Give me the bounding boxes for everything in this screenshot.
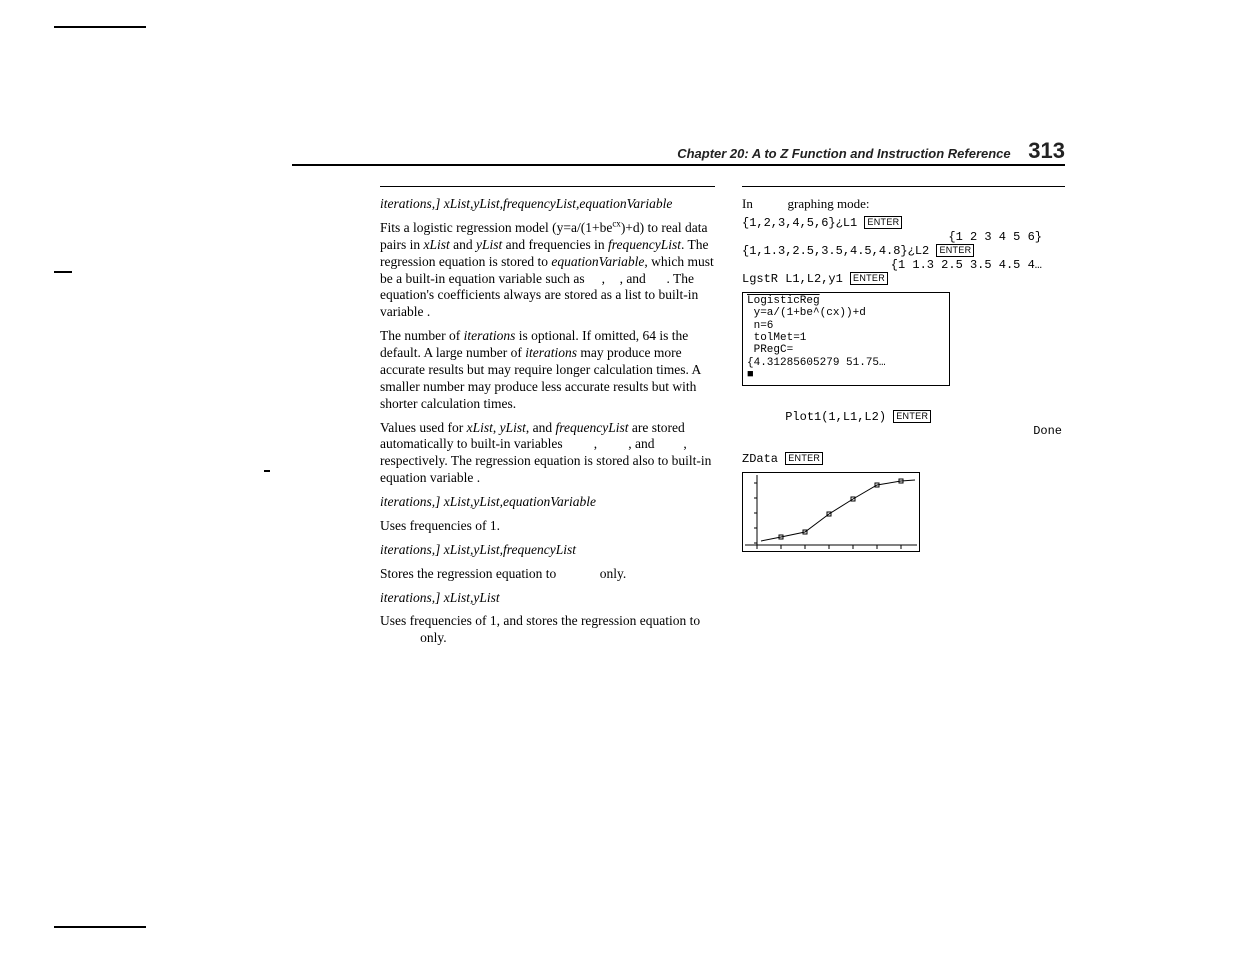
p2-iter1: iterations	[464, 328, 516, 343]
header-rule	[292, 164, 1065, 166]
margin-tick-left	[54, 271, 72, 273]
page-number: 313	[1028, 138, 1065, 163]
plot-svg	[743, 473, 919, 551]
paragraph-6: Uses frequencies of 1, and stores the re…	[380, 613, 720, 647]
ex-zdata-line: ZData ENTER	[742, 452, 1072, 466]
syntax-line-1: iterations,] xList,yList,frequencyList,e…	[380, 196, 720, 213]
p1-flist: frequencyList	[608, 237, 681, 252]
p1-ylist: yList	[476, 237, 502, 252]
plot-cmd: Plot1(1,L1,L2)	[785, 410, 893, 424]
crop-mark-top	[54, 26, 146, 28]
syntax-line-2: iterations,] xList,yList,equationVariabl…	[380, 494, 720, 511]
margin-tick-small	[264, 470, 270, 472]
ex-line-3: LgstR L1,L2,y1 ENTER	[742, 272, 1072, 286]
running-header: Chapter 20: A to Z Function and Instruct…	[165, 138, 1065, 164]
syntax3-args: iterations,] xList,yList,frequencyList	[380, 542, 576, 557]
ex-result-2: {1 1.3 2.5 3.5 4.5 4…	[742, 258, 1042, 272]
p3-b: ,	[493, 420, 500, 435]
enter-key-icon: ENTER	[850, 272, 888, 285]
p3-fl: frequencyList	[556, 420, 629, 435]
p1-a: Fits a logistic regression model (y=a/(1…	[380, 220, 612, 235]
p2-iter2: iterations	[525, 345, 577, 360]
enter-key-icon: ENTER	[893, 410, 931, 423]
ex-line-2: {1,1.3,2.5,3.5,4.5,4.8}¿L2 ENTER	[742, 244, 1072, 258]
ex-line-1: {1,2,3,4,5,6}¿L1 ENTER	[742, 216, 1072, 230]
p1-d: and frequencies in	[502, 237, 608, 252]
mode-suffix: graphing mode:	[784, 196, 869, 211]
p1-eqvar: equationVariable	[551, 254, 644, 269]
p6-b: only.	[417, 630, 447, 645]
p1-xlist: xList	[424, 237, 450, 252]
p1-c: and	[450, 237, 476, 252]
ex3-text: LgstR L1,L2,y1	[742, 272, 850, 286]
p3-a: Values used for	[380, 420, 467, 435]
p1-g: ,	[602, 271, 609, 286]
chapter-title: Chapter 20: A to Z Function and Instruct…	[677, 146, 1010, 161]
enter-key-icon: ENTER	[864, 216, 902, 229]
calc-screen-title: LogisticReg	[747, 295, 820, 307]
paragraph-5: Stores the regression equation to RegEq …	[380, 566, 720, 583]
syntax-line-3: iterations,] xList,yList,frequencyList	[380, 542, 720, 559]
plot-box	[742, 472, 920, 552]
done-label: Done	[1033, 424, 1062, 438]
p1-j: .	[427, 304, 430, 319]
p3-yl: yList	[500, 420, 526, 435]
p3-xl: xList	[467, 420, 493, 435]
p3-h: .	[477, 470, 480, 485]
ex1-text: {1,2,3,4,5,6}¿L1	[742, 216, 864, 230]
example-column: In Func graphing mode: {1,2,3,4,5,6}¿L1 …	[742, 196, 1072, 552]
p1-h: , and	[620, 271, 650, 286]
p3-f: , and	[628, 436, 658, 451]
ex2-text: {1,1.3,2.5,3.5,4.5,4.8}¿L2	[742, 244, 936, 258]
paragraph-3: Values used for xList, yList, and freque…	[380, 420, 720, 488]
p3-c: , and	[526, 420, 556, 435]
p1-sup: cx	[612, 218, 621, 228]
crop-mark-bottom	[54, 926, 146, 928]
ex-result-1: {1 2 3 4 5 6}	[742, 230, 1042, 244]
syntax2-args: iterations,] xList,yList,equationVariabl…	[380, 494, 596, 509]
zdata-cmd: ZData	[742, 452, 785, 466]
paragraph-1: Fits a logistic regression model (y=a/(1…	[380, 220, 720, 321]
example-mode-line: In Func graphing mode:	[742, 196, 1072, 212]
calc-screen-body: y=a/(1+be^(cx))+d n=6 tolMet=1 PRegC= {4…	[747, 307, 886, 381]
syntax4-args: iterations,] xList,yList	[380, 590, 500, 605]
calc-screen: LogisticReg y=a/(1+be^(cx))+d n=6 tolMet…	[742, 292, 950, 386]
p5-b: only.	[596, 566, 626, 581]
p6-a: Uses frequencies of 1, and stores the re…	[380, 613, 700, 628]
p5-a: Stores the regression equation to	[380, 566, 560, 581]
syntax1-args: iterations,] xList,yList,frequencyList,e…	[380, 196, 672, 211]
enter-key-icon: ENTER	[785, 452, 823, 465]
mode-prefix: In	[742, 196, 756, 211]
section-rule-left	[380, 186, 715, 187]
main-column: iterations,] xList,yList,frequencyList,e…	[380, 196, 720, 654]
ex-plot-line: Plot1(1,L1,L2) ENTER Done	[742, 396, 1072, 452]
section-rule-right	[742, 186, 1065, 187]
paragraph-2: The number of iterations is optional. If…	[380, 328, 720, 412]
p2-a: The number of	[380, 328, 464, 343]
syntax-line-4: iterations,] xList,yList	[380, 590, 720, 607]
page: Chapter 20: A to Z Function and Instruct…	[0, 0, 1235, 954]
paragraph-4: Uses frequencies of 1.	[380, 518, 720, 535]
p3-e: ,	[594, 436, 601, 451]
enter-key-icon: ENTER	[936, 244, 974, 257]
